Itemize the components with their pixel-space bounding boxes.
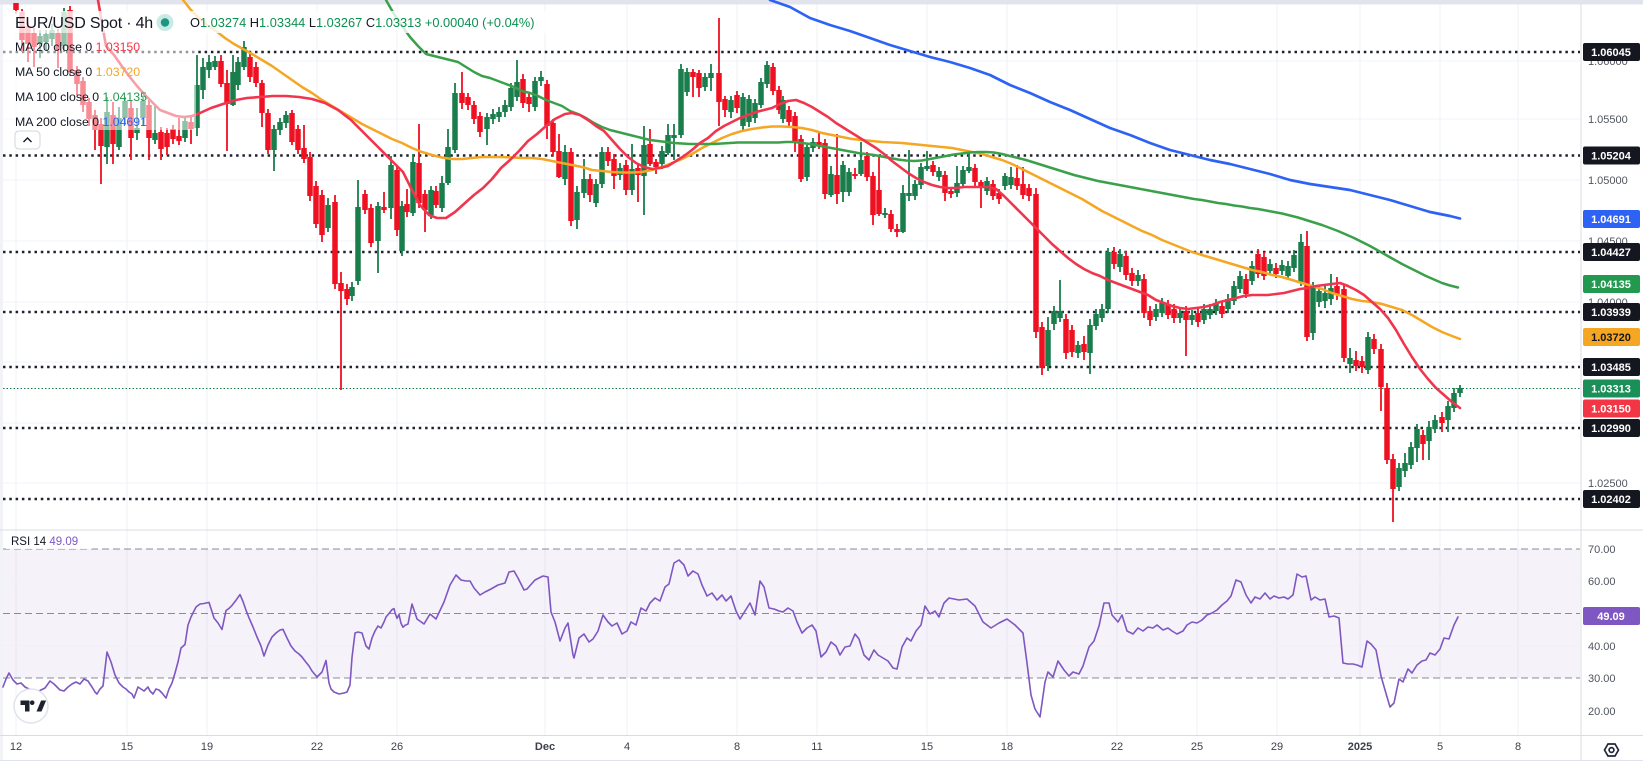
- svg-text:15: 15: [121, 741, 133, 753]
- svg-text:MA 100 close 0 1.04135: MA 100 close 0 1.04135: [15, 90, 147, 104]
- svg-text:26: 26: [391, 741, 403, 753]
- svg-text:RSI 14 49.09: RSI 14 49.09: [11, 536, 78, 548]
- svg-text:1.02500: 1.02500: [1588, 478, 1628, 490]
- svg-text:1.05500: 1.05500: [1588, 114, 1628, 126]
- svg-text:1.04691: 1.04691: [1591, 214, 1631, 226]
- svg-text:8: 8: [1515, 741, 1521, 753]
- svg-text:1.03313: 1.03313: [1591, 384, 1631, 396]
- svg-text:EUR/USD Spot · 4h: EUR/USD Spot · 4h: [15, 15, 153, 32]
- svg-text:MA 200 close 0 1.04691: MA 200 close 0 1.04691: [15, 115, 147, 129]
- svg-text:8: 8: [734, 741, 740, 753]
- svg-text:1.02402: 1.02402: [1591, 494, 1631, 506]
- svg-text:12: 12: [10, 741, 22, 753]
- svg-text:40.00: 40.00: [1588, 641, 1616, 653]
- svg-text:18: 18: [1001, 741, 1013, 753]
- svg-text:1.06045: 1.06045: [1591, 47, 1631, 59]
- svg-text:4: 4: [624, 741, 630, 753]
- svg-text:70.00: 70.00: [1588, 544, 1616, 556]
- svg-text:5: 5: [1437, 741, 1443, 753]
- svg-text:MA 50 close 0 1.03720: MA 50 close 0 1.03720: [15, 65, 140, 79]
- svg-text:15: 15: [921, 741, 933, 753]
- svg-text:1.04427: 1.04427: [1591, 247, 1631, 259]
- svg-text:11: 11: [811, 741, 822, 753]
- svg-text:MA 20 close 0 1.03150: MA 20 close 0 1.03150: [15, 40, 140, 54]
- svg-text:1.03150: 1.03150: [1591, 404, 1631, 416]
- svg-text:1.03720: 1.03720: [1591, 332, 1631, 344]
- svg-text:1.05000: 1.05000: [1588, 175, 1628, 187]
- svg-text:1.02990: 1.02990: [1591, 423, 1631, 435]
- svg-text:29: 29: [1271, 741, 1283, 753]
- svg-text:60.00: 60.00: [1588, 576, 1616, 588]
- svg-text:1.05204: 1.05204: [1591, 151, 1632, 163]
- svg-text:20.00: 20.00: [1588, 706, 1616, 718]
- svg-text:22: 22: [311, 741, 323, 753]
- svg-text:19: 19: [201, 741, 213, 753]
- svg-text:1.04135: 1.04135: [1591, 279, 1631, 291]
- svg-text:49.09: 49.09: [1597, 611, 1625, 623]
- svg-text:O1.03274 H1.03344 L1.03267: O1.03274 H1.03344 L1.03267 C1.03313 +0.0…: [190, 15, 534, 30]
- svg-text:2025: 2025: [1348, 741, 1372, 753]
- svg-text:Dec: Dec: [535, 741, 555, 753]
- svg-text:25: 25: [1191, 741, 1203, 753]
- svg-text:1.03485: 1.03485: [1591, 362, 1631, 374]
- svg-text:22: 22: [1111, 741, 1123, 753]
- svg-text:1.03939: 1.03939: [1591, 307, 1631, 319]
- svg-text:30.00: 30.00: [1588, 673, 1616, 685]
